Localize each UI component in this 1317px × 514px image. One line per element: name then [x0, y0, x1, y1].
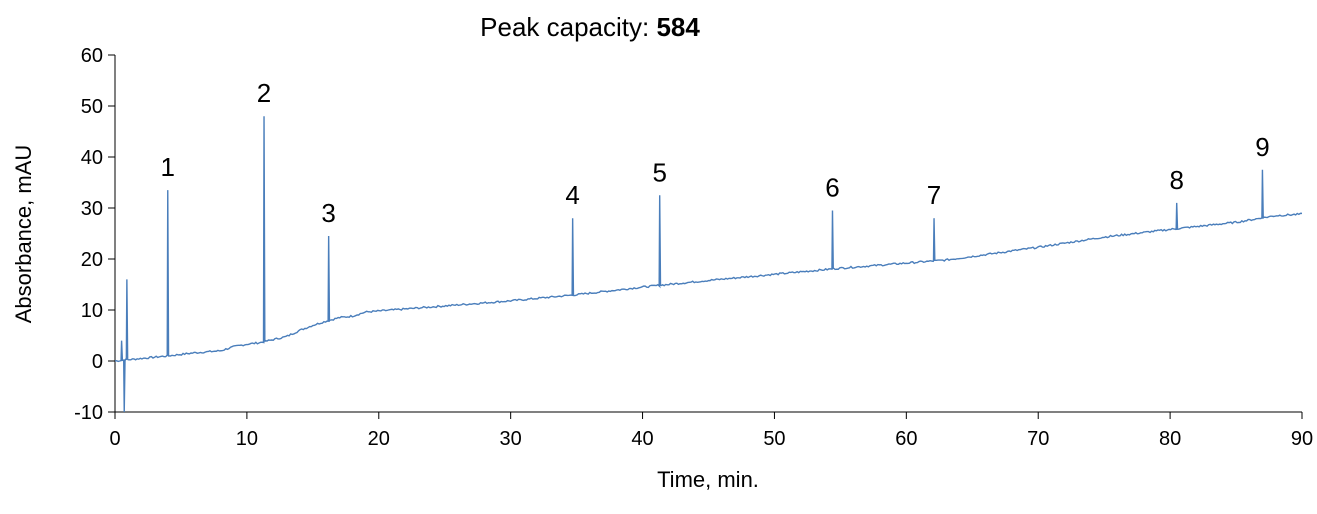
x-tick-label: 10	[236, 428, 258, 450]
y-tick-label: 40	[81, 147, 103, 169]
y-tick-label: 30	[81, 198, 103, 220]
peak-label-9: 9	[1255, 132, 1269, 162]
peak-label-5: 5	[652, 157, 666, 187]
peak-label-3: 3	[321, 198, 335, 228]
tick-labels: -10 0 10 20 30 40 50 60 0 10 20 30 40 50 60 70 80 90	[74, 45, 1313, 450]
peak-label-6: 6	[825, 173, 839, 203]
peak-label-8: 8	[1169, 165, 1183, 195]
y-tick-label: 0	[92, 351, 103, 373]
x-tick-label: 80	[1159, 428, 1181, 450]
title-value: 584	[656, 12, 700, 42]
title-label: Peak capacity:	[480, 12, 656, 42]
x-tick-label: 0	[109, 428, 120, 450]
y-tick-label: 60	[81, 45, 103, 67]
peak-label-7: 7	[927, 180, 941, 210]
y-tick-label: 10	[81, 300, 103, 322]
peak-label-1: 1	[161, 152, 175, 182]
peak-label-4: 4	[565, 180, 579, 210]
peak-labels: 1 2 3 4 5 6 7 8 9	[161, 78, 1270, 228]
x-axis-title: Time, min.	[657, 467, 759, 492]
y-tick-label: 20	[81, 249, 103, 271]
x-tick-label: 20	[368, 428, 390, 450]
x-tick-label: 30	[500, 428, 522, 450]
axes	[108, 54, 1303, 419]
chart-title: Peak capacity: 584	[480, 12, 700, 42]
y-tick-label: -10	[74, 402, 103, 424]
x-tick-label: 50	[763, 428, 785, 450]
x-tick-label: 60	[895, 428, 917, 450]
x-tick-label: 70	[1027, 428, 1049, 450]
x-tick-label: 40	[631, 428, 653, 450]
x-tick-label: 90	[1291, 428, 1313, 450]
y-axis-title: Absorbance, mAU	[11, 145, 36, 324]
chromatogram-trace	[114, 116, 1303, 413]
y-tick-label: 50	[81, 96, 103, 118]
peak-label-2: 2	[257, 78, 271, 108]
